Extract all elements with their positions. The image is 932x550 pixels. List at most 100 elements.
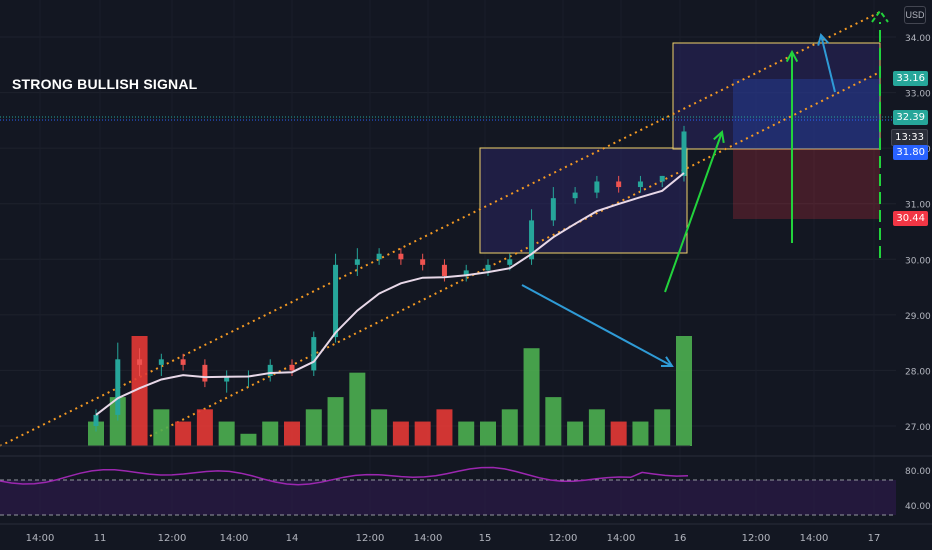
candle [594,181,600,193]
candle [224,375,230,382]
range-box-1 [479,147,688,254]
time-tick-label: 12:00 [158,533,187,544]
rsi-tick-label: 80.00 [905,467,931,477]
volume-bar [632,421,649,446]
candle [354,259,360,265]
candle [115,359,121,415]
price-tick-label: 28.00 [905,367,931,377]
candle [137,359,143,365]
volume-bar [371,409,388,446]
volume-bar [545,397,562,446]
volume-bar [327,397,344,446]
arrow-up-blue [820,34,836,93]
volume-bar [131,336,148,446]
candle [637,181,643,188]
time-tick-label: 12:00 [742,533,771,544]
price-tick-label: 27.00 [905,423,931,433]
volume-bar [414,421,431,446]
range-box-2 [672,42,881,150]
volume-bar [392,421,409,446]
volume-bar [218,421,235,446]
volume-bar [153,409,170,446]
arrow-down-blue-head [660,356,674,368]
axes: 34.0033.0032.0031.0030.0029.0028.0027.00… [0,34,932,544]
candle [529,220,535,260]
volume-bar [349,372,366,446]
currency-badge[interactable]: USD [904,6,926,24]
volume-bar [109,397,126,446]
rsi-tick-label: 40.00 [905,502,931,512]
candle [180,359,186,365]
target-zone [733,79,880,149]
time-tick-label: 15 [479,533,492,544]
price-tag-target: 33.16 [893,71,928,86]
arrow-down-blue [521,284,673,367]
volume-bar [284,421,300,446]
stop-zone [733,149,880,219]
grid [0,36,896,427]
volume-bar [567,421,584,446]
candle [507,259,513,265]
time-tick-label: 17 [868,533,881,544]
candle [376,253,382,260]
candle [333,264,339,338]
volume-bar [305,409,322,446]
time-tick-label: 16 [674,533,687,544]
candle [550,198,556,221]
time-tick-label: 14:00 [26,533,55,544]
price-tick-label: 34.00 [905,34,931,44]
time-tick-label: 14 [286,533,299,544]
time-tick-label: 12:00 [356,533,385,544]
rsi-panel: 80.00 40.00 [0,455,932,516]
candle [485,264,491,271]
volume-bar [436,409,453,446]
candle [463,270,469,276]
volume-bar [88,421,104,446]
candle [289,364,295,371]
volume-bar [676,336,692,446]
volume-bar [588,409,605,446]
candles [93,125,687,432]
candle [311,337,317,371]
price-tick-label: 31.00 [905,201,931,211]
price-tag-entry: 31.80 [893,145,928,160]
vwap-path [95,172,685,416]
candle [659,175,665,182]
candle [572,192,578,199]
volume-bar [610,421,627,446]
vwap-line [95,172,685,416]
rsi-line [0,466,689,486]
volume-bar [262,421,279,446]
candle [616,181,622,188]
candle [441,264,447,276]
time-tick-label: 14:00 [414,533,443,544]
volume-bar [480,421,496,446]
volume-bar [654,409,671,446]
time-tick-label: 14:00 [800,533,829,544]
volume-bar [240,433,257,446]
volume-bar [501,409,518,446]
candle [398,253,404,260]
signal-title: STRONG BULLISH SIGNAL [12,76,198,92]
time-tick-label: 11 [94,533,107,544]
channel-lower [149,71,881,437]
candle [420,259,426,265]
price-tag-last: 32.39 [893,110,928,125]
volume-bar [196,409,213,446]
candle [267,364,273,376]
arrow-up-green-2-head [785,49,799,63]
arrow-dashed-green-head [871,9,889,23]
volume-bar [458,421,475,446]
arrow-up-green-1-head [713,130,725,144]
arrows [521,9,889,368]
time-tick-label: 14:00 [607,533,636,544]
candle [202,364,208,382]
candle [93,414,99,426]
rsi-band [0,480,896,515]
price-tick-label: 29.00 [905,312,931,322]
volume-bar [175,421,192,446]
volume-bar [523,348,540,446]
volume-bars [0,336,692,447]
